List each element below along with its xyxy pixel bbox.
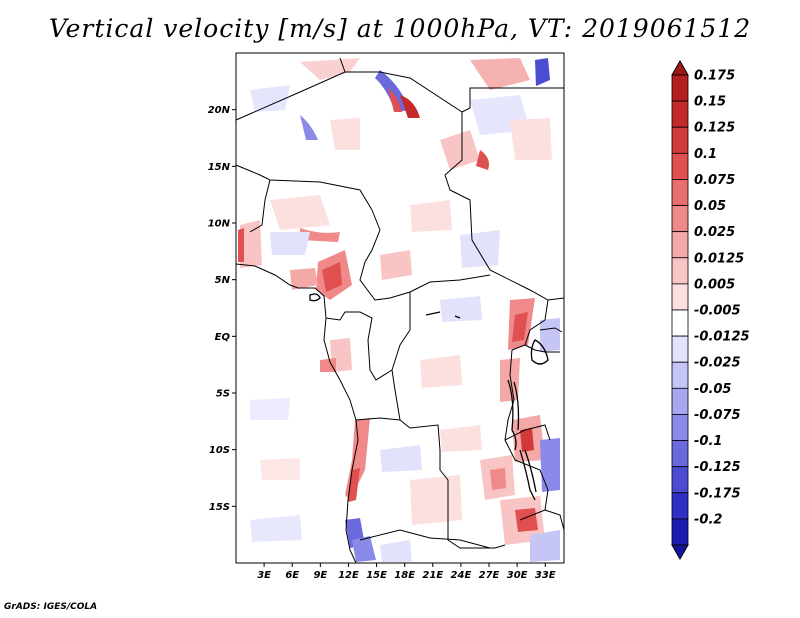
colorbar-label: 0.125: [694, 121, 735, 136]
colorbar-label: 0.15: [694, 95, 726, 110]
chart-title: Vertical velocity [m/s] at 1000hPa, VT: …: [48, 14, 752, 43]
colorbar-swatch: [671, 74, 689, 102]
colorbar-label: 0.1: [694, 147, 717, 162]
lakes: [309, 293, 549, 501]
lon-tick-label: 12E: [338, 570, 359, 581]
colorbar-bottom-arrow: [671, 544, 689, 561]
lon-tick-label: 9E: [313, 570, 327, 581]
velocity-field: [238, 58, 560, 562]
colorbar-label: 0.075: [694, 173, 735, 188]
colorbar-top-arrow: [671, 59, 689, 76]
colorbar-label: -0.025: [694, 356, 741, 371]
colorbar-label: -0.1: [694, 434, 722, 449]
colorbar-swatch: [671, 152, 689, 180]
colorbar-swatch: [671, 100, 689, 128]
colorbar-swatch: [671, 257, 689, 285]
colorbar-swatch: [671, 387, 689, 415]
lat-tick-label: EQ: [215, 332, 231, 343]
colorbar-swatch: [671, 361, 689, 389]
colorbar-label: 0.05: [694, 199, 726, 214]
lat-tick-label: 15S: [209, 502, 230, 513]
colorbar-label: -0.075: [694, 408, 741, 423]
lon-tick-label: 15E: [366, 570, 387, 581]
colorbar-swatch: [671, 309, 689, 337]
country-borders: [235, 57, 565, 564]
lat-tick-label: 5S: [216, 389, 230, 400]
colorbar-label: -0.0125: [694, 330, 750, 345]
lon-tick-label: 27E: [479, 570, 500, 581]
lon-tick-label: 33E: [535, 570, 556, 581]
grads-credit: GrADS: IGES/COLA: [4, 602, 98, 612]
colorbar-label: 0.0125: [694, 251, 744, 266]
colorbar-label: -0.2: [694, 512, 722, 527]
latitude-axis: 20N 15N 10N 5N EQ 5S 10S 15S: [208, 105, 236, 513]
colorbar-swatch: [671, 414, 689, 441]
lon-tick-label: 18E: [394, 570, 415, 581]
colorbar-swatch: [671, 466, 689, 494]
lon-tick-label: 30E: [507, 570, 528, 581]
colorbar-label: 0.005: [694, 277, 735, 292]
colorbar-label: -0.175: [694, 486, 741, 501]
colorbar-swatch: [671, 335, 689, 363]
lon-tick-label: 21E: [422, 570, 443, 581]
lon-tick-label: 24E: [451, 570, 472, 581]
colorbar-swatch: [671, 126, 689, 154]
colorbar-label: -0.05: [694, 382, 731, 397]
colorbar-swatch: [671, 283, 689, 311]
colorbar-swatch: [671, 179, 689, 206]
colorbar: 0.175 0.15 0.125 0.1 0.075 0.05 0.025 0.0125 0.0…: [671, 59, 750, 561]
colorbar-label: -0.005: [694, 304, 741, 319]
lon-tick-label: 6E: [285, 570, 299, 581]
lat-tick-label: 10N: [208, 219, 231, 230]
colorbar-label: 0.175: [694, 69, 735, 84]
colorbar-swatch: [671, 518, 689, 546]
longitude-axis: 3E 6E 9E 12E 15E 18E 21E 24E 27E 30E 33E: [257, 563, 556, 581]
lat-tick-label: 10S: [209, 445, 230, 456]
lat-tick-label: 20N: [208, 105, 231, 116]
colorbar-swatch: [671, 440, 689, 468]
plot-frame: [235, 52, 565, 564]
lat-tick-label: 5N: [215, 275, 231, 286]
lat-tick-label: 15N: [208, 162, 231, 173]
colorbar-label: -0.125: [694, 460, 741, 475]
colorbar-swatch: [671, 492, 689, 520]
colorbar-swatch: [671, 205, 689, 233]
colorbar-swatch: [671, 231, 689, 259]
colorbar-label: 0.025: [694, 225, 735, 240]
lon-tick-label: 3E: [257, 570, 271, 581]
